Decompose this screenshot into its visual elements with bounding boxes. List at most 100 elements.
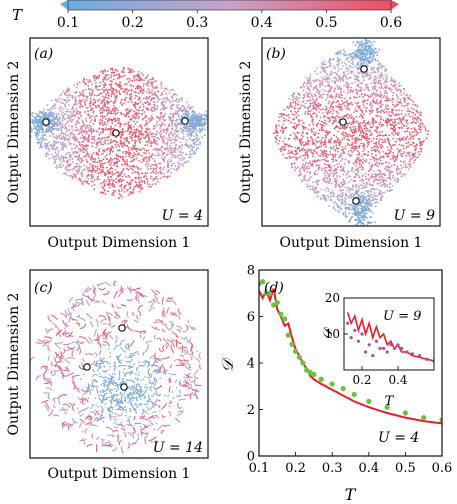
scatter-point: [102, 152, 105, 155]
scatter-point: [131, 148, 133, 151]
scatter-point: [175, 125, 177, 128]
scatter-point: [77, 178, 80, 181]
scatter-point: [137, 130, 140, 133]
scatter-point: [111, 80, 113, 83]
scatter-point: [190, 145, 193, 148]
scatter-point: [325, 77, 328, 80]
scatter-point: [181, 99, 184, 102]
scatter-point: [351, 90, 354, 93]
scatter-point: [128, 93, 131, 96]
scatter-point: [106, 70, 109, 72]
scatter-point: [124, 152, 127, 155]
scatter-point: [101, 136, 104, 139]
scatter-point: [182, 165, 185, 168]
scatter-point: [408, 144, 411, 146]
scatter-point: [143, 111, 146, 113]
scatter-point: [80, 150, 83, 152]
scatter-point: [175, 109, 177, 112]
scatter-point: [373, 202, 376, 205]
scatter-point: [129, 183, 132, 186]
scatter-point: [357, 85, 360, 88]
scatter-point: [188, 156, 190, 158]
scatter-point: [78, 132, 81, 135]
scatter-point: [367, 173, 370, 176]
scatter-point: [134, 74, 137, 77]
scatter-point: [348, 115, 351, 117]
scatter-point: [380, 147, 383, 149]
scatter-point: [137, 117, 140, 120]
scatter-point: [359, 166, 362, 169]
scatter-point: [315, 147, 318, 149]
scatter-point: [309, 110, 311, 113]
scatter-point: [405, 146, 408, 149]
scatter-point: [128, 142, 130, 145]
scatter-point: [149, 119, 152, 122]
scatter-point: [118, 145, 120, 148]
scatter-point: [332, 175, 335, 178]
scatter-point: [370, 188, 373, 191]
scatter-point: [121, 87, 124, 90]
scatter-point: [332, 172, 335, 175]
scatter-point: [353, 81, 356, 84]
scatter-point: [48, 128, 50, 131]
scatter-point: [88, 183, 90, 185]
scatter-point: [114, 69, 117, 71]
scatter-point: [335, 176, 338, 179]
scatter-point: [101, 166, 104, 169]
scatter-point: [191, 110, 194, 113]
scatter-point: [185, 113, 187, 116]
scatter-point: [125, 138, 128, 141]
scatter-point: [56, 164, 58, 167]
scatter-point: [333, 195, 335, 198]
scatter-point: [386, 80, 389, 83]
scatter-point: [423, 125, 425, 128]
scatter-point: [182, 132, 185, 135]
scatter-point: [306, 136, 309, 139]
scatter-point: [175, 104, 178, 107]
scatter-point: [171, 107, 173, 110]
scatter-point: [372, 68, 375, 70]
scatter-point: [395, 169, 398, 172]
scatter-point: [371, 87, 374, 89]
scatter-point: [402, 166, 405, 168]
scatter-point: [75, 162, 78, 165]
scatter-point: [66, 122, 69, 124]
scatter-point: [174, 156, 177, 159]
scatter-point: [91, 137, 93, 140]
scatter-point: [94, 158, 97, 161]
scatter-point: [344, 147, 347, 150]
scatter-point: [297, 107, 300, 110]
scatter-point: [171, 163, 174, 165]
scatter-point: [105, 88, 108, 91]
scatter-point: [73, 139, 76, 142]
scatter-point: [192, 145, 194, 148]
scatter-point: [359, 184, 362, 187]
scatter-point: [352, 89, 355, 92]
scatter-point: [137, 136, 140, 139]
scatter-point: [73, 147, 76, 149]
scatter-point: [386, 183, 389, 186]
scatter-point: [106, 158, 109, 161]
scatter-point: [120, 195, 123, 198]
scatter-point: [344, 203, 346, 206]
scatter-point: [64, 110, 67, 113]
scatter-point: [174, 120, 177, 122]
scatter-point: [196, 134, 199, 137]
scatter-point: [61, 124, 64, 127]
scatter-point: [60, 166, 63, 169]
scatter-point: [71, 168, 74, 171]
scatter-point: [370, 82, 373, 85]
scatter-point: [44, 111, 47, 114]
scatter-point: [365, 62, 368, 64]
scatter-point: [404, 113, 407, 116]
scatter-point: [356, 157, 359, 159]
scatter-point: [382, 96, 385, 98]
scatter-point: [344, 158, 347, 161]
scatter-point: [164, 147, 167, 150]
scatter-point: [155, 172, 158, 175]
scatter-point: [153, 135, 156, 138]
scatter-point: [88, 174, 91, 177]
scatter-point: [196, 121, 199, 124]
scatter-point: [419, 128, 422, 131]
scatter-point: [332, 201, 335, 204]
